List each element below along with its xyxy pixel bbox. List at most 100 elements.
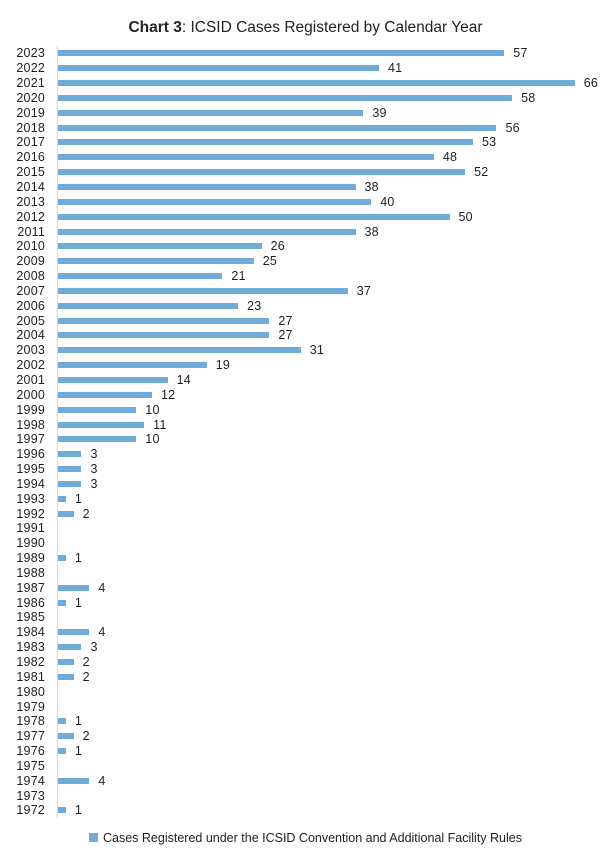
year-label: 2008: [16, 269, 45, 284]
bar: [58, 50, 505, 57]
bar: [58, 599, 66, 606]
bar-area: 11: [57, 417, 611, 432]
bar-area: [57, 521, 611, 536]
chart-row: 1994 3: [0, 476, 611, 492]
year-label: 1982: [16, 655, 45, 670]
chart-row: 2016 48: [0, 149, 611, 165]
value-label: 10: [145, 432, 160, 447]
chart-row: 2012 50: [0, 209, 611, 225]
value-label: 2: [82, 506, 90, 521]
chart-row: 1993 1: [0, 491, 611, 507]
bar-area: 41: [57, 60, 611, 76]
chart-row: 1986 1: [0, 595, 611, 611]
value-label: 37: [356, 283, 372, 298]
bar: [58, 629, 90, 636]
value-label: 41: [388, 61, 403, 76]
plot-area: 2023 57 2022 41 2021 66 2020 58 2019 39 2018 56 2017…: [0, 46, 611, 818]
chart-row: 1984 4: [0, 624, 611, 640]
bar-area: 27: [57, 328, 611, 343]
bar: [58, 154, 434, 161]
bar-area: 3: [57, 639, 611, 655]
chart-row: 2021 66: [0, 75, 611, 91]
chart-row: 2014 38: [0, 179, 611, 195]
year-label: 2017: [16, 135, 45, 150]
value-label: 3: [90, 640, 98, 655]
bar: [58, 139, 473, 146]
chart-row: 1985: [0, 610, 611, 625]
bar: [58, 184, 356, 191]
year-label: 1992: [16, 506, 45, 521]
year-label: 2005: [16, 313, 45, 328]
bar-area: 52: [57, 164, 611, 180]
bar-area: 14: [57, 372, 611, 388]
bar: [58, 332, 270, 339]
chart-row: 1988: [0, 565, 611, 581]
bar: [58, 109, 364, 116]
bar: [58, 466, 82, 473]
chart-row: 1996 3: [0, 446, 611, 462]
legend: Cases Registered under the ICSID Convent…: [0, 831, 611, 845]
year-label: 1975: [16, 758, 45, 773]
bar-area: [57, 535, 611, 551]
chart-row: 1998 11: [0, 417, 611, 432]
bar: [58, 733, 74, 740]
bar-area: 3: [57, 446, 611, 462]
legend-label: Cases Registered under the ICSID Convent…: [103, 830, 522, 845]
year-label: 1987: [16, 580, 45, 595]
value-label: 58: [521, 90, 536, 105]
value-label: 1: [74, 551, 82, 566]
year-label: 2022: [16, 61, 45, 76]
chart-row: 1982 2: [0, 654, 611, 670]
year-label: 1997: [16, 432, 45, 447]
year-label: 1981: [16, 669, 45, 684]
value-label: 12: [160, 387, 176, 402]
year-label: 1995: [16, 462, 45, 477]
year-label: 2020: [16, 90, 45, 105]
year-label: 2009: [16, 254, 45, 269]
value-label: 39: [372, 105, 387, 120]
chart-row: 1973: [0, 788, 611, 804]
year-label: 1984: [16, 625, 45, 640]
bar: [58, 451, 82, 458]
bar-area: 27: [57, 313, 611, 329]
year-label: 2010: [16, 239, 45, 254]
year-label: 1999: [16, 402, 45, 417]
bar-area: [57, 565, 611, 581]
bar-area: 1: [57, 713, 611, 729]
bar: [58, 213, 450, 220]
chart-row: 2011 38: [0, 224, 611, 239]
chart-row: 1976 1: [0, 743, 611, 759]
chart-row: 1972 1: [0, 803, 611, 818]
chart-row: 2018 56: [0, 120, 611, 136]
chart-row: 1992 2: [0, 506, 611, 521]
value-label: 57: [513, 46, 528, 61]
year-label: 1986: [16, 595, 45, 610]
value-label: 1: [74, 714, 82, 729]
bar: [58, 124, 497, 131]
chart-row: 2013 40: [0, 194, 611, 210]
bar-area: 40: [57, 194, 611, 210]
chart-title-rest: : ICSID Cases Registered by Calendar Yea…: [181, 19, 483, 36]
chart-row: 2009 25: [0, 253, 611, 269]
value-label: 38: [364, 180, 379, 195]
value-label: 38: [364, 224, 379, 239]
bar-area: [57, 610, 611, 625]
bar: [58, 94, 513, 101]
year-label: 2013: [16, 194, 45, 209]
chart-row: 2010 26: [0, 238, 611, 254]
bar-area: 58: [57, 90, 611, 106]
year-label: 1985: [16, 610, 45, 625]
bar: [58, 287, 348, 294]
chart-row: 1980: [0, 684, 611, 700]
bar-area: 50: [57, 209, 611, 225]
bar: [58, 584, 90, 591]
year-label: 1977: [16, 729, 45, 744]
bar: [58, 480, 82, 487]
value-label: 23: [247, 298, 262, 313]
value-label: 10: [145, 402, 160, 417]
legend-swatch-icon: [89, 833, 98, 843]
year-label: 1983: [16, 640, 45, 655]
chart-row: 1979: [0, 699, 611, 714]
chart-row: 1991: [0, 521, 611, 536]
bar: [58, 510, 74, 517]
